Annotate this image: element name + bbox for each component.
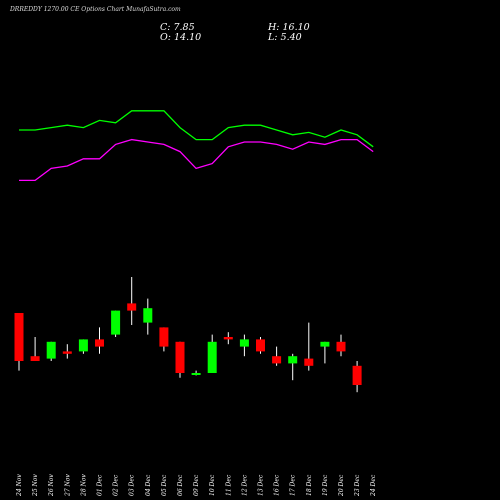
candle-body xyxy=(62,351,72,354)
x-tick-label: 24 Nov xyxy=(16,474,23,497)
candle-body xyxy=(223,337,233,340)
candle xyxy=(46,341,56,361)
candle-body xyxy=(143,308,153,323)
x-tick-label: 09 Dec xyxy=(193,474,200,496)
candle xyxy=(14,313,24,371)
x-tick-label: 01 Dec xyxy=(97,474,104,496)
candle xyxy=(207,334,217,373)
candle xyxy=(127,277,137,325)
candle xyxy=(256,337,265,354)
candle-body xyxy=(175,341,185,373)
candle-body xyxy=(46,341,56,359)
candle-body xyxy=(191,373,201,375)
upper-band-line xyxy=(19,110,374,148)
x-tick-label: 11 Dec xyxy=(225,474,232,496)
x-tick-label: 03 Dec xyxy=(129,474,136,496)
candle-body xyxy=(95,339,104,347)
x-tick-label: 27 Nov xyxy=(64,474,71,497)
candle xyxy=(304,322,314,371)
low-value: L: 5.40 xyxy=(268,32,302,43)
candle xyxy=(352,361,362,393)
candle xyxy=(336,334,346,357)
lower-band-line xyxy=(19,138,374,182)
x-tick-label: 12 Dec xyxy=(241,474,248,496)
candle xyxy=(175,341,185,378)
candle xyxy=(159,327,169,352)
candle-body xyxy=(304,358,314,366)
candle-body xyxy=(14,313,24,361)
open-value: O: 14.10 xyxy=(160,32,202,43)
candle xyxy=(223,332,233,345)
x-tick-label: 04 Dec xyxy=(145,474,152,496)
x-tick-label: 28 Nov xyxy=(80,474,87,497)
x-tick-label: 20 Dec xyxy=(338,474,345,497)
candle xyxy=(95,327,104,354)
x-tick-label: 13 Dec xyxy=(258,474,265,496)
x-tick-label: 24 Dec xyxy=(370,474,377,497)
x-tick-label: 06 Dec xyxy=(177,474,184,496)
candle xyxy=(78,339,88,354)
x-tick-label: 17 Dec xyxy=(290,474,297,496)
x-tick-label: 10 Dec xyxy=(209,474,216,496)
x-tick-label: 16 Dec xyxy=(274,474,281,496)
candle-body xyxy=(159,327,169,347)
candle xyxy=(191,370,201,376)
x-tick-label: 25 Nov xyxy=(32,474,39,497)
x-tick-label: 19 Dec xyxy=(322,474,329,496)
close-value: C: 7.85 xyxy=(160,22,195,33)
candle xyxy=(239,334,249,357)
candle xyxy=(143,298,153,335)
x-tick-label: 23 Dec xyxy=(354,474,361,497)
candle-body xyxy=(207,341,217,373)
candle-body xyxy=(272,356,282,364)
candle-body xyxy=(239,339,249,347)
candle xyxy=(320,341,330,364)
x-tick-label: 02 Dec xyxy=(113,474,120,496)
chart-title: DRREDDY 1270.00 CE Options Chart MunafaS… xyxy=(10,6,181,13)
candle-body xyxy=(30,356,40,361)
high-value: H: 16.10 xyxy=(268,22,310,33)
candle-body xyxy=(127,303,137,311)
candle xyxy=(30,337,40,361)
x-tick-label: 26 Nov xyxy=(48,474,55,497)
candle-body xyxy=(352,365,362,385)
candle xyxy=(288,353,298,381)
candle-body xyxy=(256,339,265,352)
x-tick-label: 18 Dec xyxy=(306,474,313,496)
candle xyxy=(272,346,282,366)
x-tick-label: 05 Dec xyxy=(161,474,168,496)
candle-body xyxy=(111,310,121,335)
candle-body xyxy=(78,339,88,352)
candle xyxy=(111,310,121,337)
candle-body xyxy=(288,356,298,364)
candle xyxy=(62,344,72,359)
candle-body xyxy=(336,341,346,352)
candle-body xyxy=(320,341,330,347)
